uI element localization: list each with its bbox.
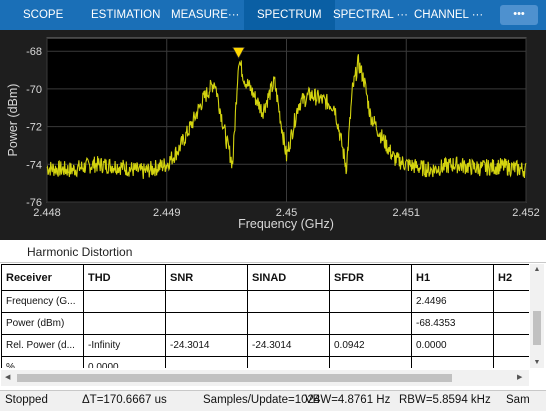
table-cell — [166, 357, 248, 368]
table-cell — [166, 291, 248, 313]
divider — [0, 262, 546, 263]
peak-marker-icon[interactable] — [231, 47, 246, 60]
x-tick-label: 2.448 — [33, 207, 61, 219]
spectrum-plot: 2.448 2.449 2.45 2.451 2.452 -68 -70 -72 -74 -76 … — [0, 30, 546, 240]
table-cell: Power (dBm) — [2, 313, 84, 335]
table-cell: 0.0942 — [330, 335, 412, 357]
table-cell — [494, 335, 529, 357]
x-axis-label: Frequency (GHz) — [238, 217, 334, 231]
table-cell — [248, 291, 330, 313]
table-cell: 0.0000 — [412, 335, 494, 357]
delta-t: ΔT=170.6667 us — [82, 394, 167, 406]
scroll-left-icon[interactable]: ◀ — [5, 374, 11, 381]
x-tick-label: 2.449 — [153, 207, 181, 219]
column-header-sfdr: SFDR — [330, 265, 412, 291]
column-header-receiver: Receiver — [2, 265, 84, 291]
spectrum-chart: 2.448 2.449 2.45 2.451 2.452-68-70-72-74-76 … — [6, 37, 540, 231]
tab-spectrum[interactable]: SPECTRUM — [244, 0, 335, 30]
table-cell — [494, 291, 529, 313]
column-header-snr: SNR — [166, 265, 248, 291]
tab-spectral-mask[interactable]: SPECTRAL ··· — [333, 9, 408, 21]
vertical-scrollbar[interactable]: ▲ ▼ — [530, 264, 544, 368]
status-overflow: Sam — [506, 394, 530, 406]
table-cell: 0.0000 — [84, 357, 166, 368]
harmonic-distortion-panel: Harmonic Distortion Receiver THD SNR SINAD S… — [0, 240, 546, 390]
measurements-table: Receiver THD SNR SINAD SFDR H1 H2 Frequency (G.… — [1, 264, 529, 368]
column-header-sinad: SINAD — [248, 265, 330, 291]
table-cell — [330, 313, 412, 335]
scrollbar-thumb[interactable] — [17, 374, 452, 382]
toolstrip-tabs: SCOPE ESTIMATION MEASURE··· SPECTRUM SPE… — [0, 0, 546, 30]
scroll-right-icon[interactable]: ▶ — [517, 374, 523, 381]
horizontal-scrollbar[interactable]: ◀ ▶ — [1, 370, 529, 386]
table-cell: 2.4496 — [412, 291, 494, 313]
table-cell: % — [2, 357, 84, 368]
y-tick-label: -70 — [26, 84, 42, 96]
more-tabs-button[interactable]: ••• — [500, 5, 538, 25]
spectrum-trace — [46, 54, 527, 179]
samples-per-update: Samples/Update=1024 — [203, 394, 321, 406]
y-tick-label: -74 — [26, 159, 42, 171]
table-cell — [412, 357, 494, 368]
table-cell — [330, 291, 412, 313]
table-cell — [494, 357, 529, 368]
status-bar: Stopped ΔT=170.6667 us Samples/Update=10… — [0, 390, 546, 411]
column-header-h2: H2 — [494, 265, 529, 291]
table-cell — [248, 357, 330, 368]
x-tick-label: 2.451 — [392, 207, 420, 219]
table-cell — [330, 357, 412, 368]
column-header-thd: THD — [84, 265, 166, 291]
x-tick-label: 2.45 — [276, 207, 297, 219]
run-state: Stopped — [5, 394, 48, 406]
table-cell — [248, 313, 330, 335]
rbw: RBW=5.8594 kHz — [399, 394, 491, 406]
column-header-h1: H1 — [412, 265, 494, 291]
panel-title: Harmonic Distortion — [27, 245, 133, 259]
scroll-up-icon[interactable]: ▲ — [533, 266, 541, 273]
y-axis-label: Power (dBm) — [6, 84, 20, 157]
table-cell — [84, 313, 166, 335]
tab-channel-measurements[interactable]: CHANNEL ··· — [414, 9, 484, 21]
table-cell: -24.3014 — [166, 335, 248, 357]
y-tick-label: -68 — [26, 46, 42, 58]
table-cell — [84, 291, 166, 313]
x-tick-label: 2.452 — [512, 207, 540, 219]
table-cell — [166, 313, 248, 335]
y-tick-label: -72 — [26, 122, 42, 134]
tab-scope[interactable]: SCOPE — [23, 9, 64, 21]
scrollbar-thumb[interactable] — [533, 311, 541, 345]
tab-measurements[interactable]: MEASURE··· — [171, 9, 240, 21]
tab-estimation[interactable]: ESTIMATION — [91, 9, 161, 21]
scroll-down-icon[interactable]: ▼ — [533, 359, 541, 366]
table-cell: -24.3014 — [248, 335, 330, 357]
y-tick-label: -76 — [26, 197, 42, 209]
table-cell — [494, 313, 529, 335]
table-cell: Rel. Power (d... — [2, 335, 84, 357]
vbw: VBW=4.8761 Hz — [305, 394, 391, 406]
table-cell: -Infinity — [84, 335, 166, 357]
table-cell: -68.4353 — [412, 313, 494, 335]
table-cell: Frequency (G... — [2, 291, 84, 313]
